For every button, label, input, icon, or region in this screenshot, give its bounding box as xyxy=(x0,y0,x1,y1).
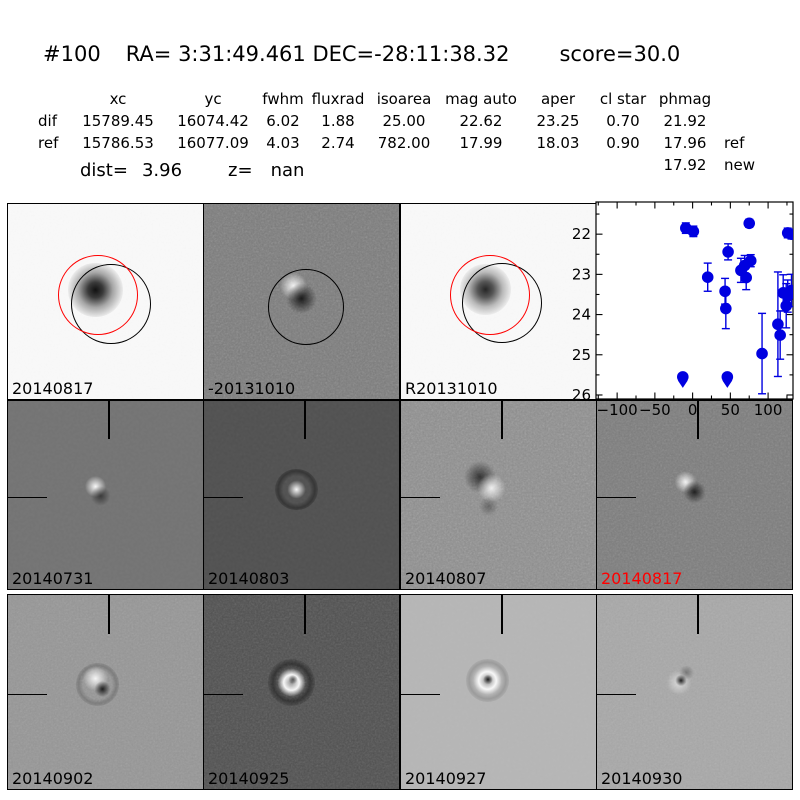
stamp-grid: 20140817 -20131010 R20131010 20140731 xyxy=(7,201,794,790)
stamp-new: 20140817 xyxy=(7,203,204,400)
aperture-circle-red xyxy=(57,254,138,335)
svg-text:26: 26 xyxy=(572,386,591,404)
svg-text:22: 22 xyxy=(572,225,591,243)
crosshair-top-icon xyxy=(108,595,110,634)
col-fwhm: fwhm xyxy=(262,90,304,108)
svg-text:25: 25 xyxy=(572,346,591,364)
stamp-20140731: 20140731 xyxy=(7,400,204,590)
stamp-20140930: 20140930 xyxy=(596,594,793,790)
stamp-date-label: 20140927 xyxy=(405,769,487,788)
crosshair-left-icon xyxy=(204,496,243,499)
dist-label: dist= xyxy=(80,160,128,181)
aperture-circle-black xyxy=(268,269,345,346)
stamp-reference: R20131010 xyxy=(400,203,597,400)
svg-text:50: 50 xyxy=(721,401,740,419)
stamp-date-label: 20140731 xyxy=(12,569,94,588)
dark-center-dot xyxy=(481,673,494,686)
table-row-ref: ref 15786.53 16077.09 4.03 2.74 782.00 1… xyxy=(38,134,745,152)
svg-text:100: 100 xyxy=(754,401,783,419)
dark-center-dot xyxy=(674,673,688,688)
stamp-subtraction: -20131010 xyxy=(203,203,400,400)
crosshair-left-icon xyxy=(597,496,636,499)
table-row-phmag-new: 17.92 new xyxy=(663,156,756,174)
crosshair-top-icon xyxy=(304,401,306,439)
stamp-date-label: 20140807 xyxy=(405,569,487,588)
svg-text:0: 0 xyxy=(688,401,698,419)
dark-tail xyxy=(477,496,501,516)
figure-title: #100 RA= 3:31:49.461 DEC=-28:11:38.32 sc… xyxy=(43,42,680,66)
stamp-date-label: 20140817 xyxy=(12,379,94,398)
ra-dec: RA= 3:31:49.461 DEC=-28:11:38.32 xyxy=(125,42,510,66)
svg-text:23: 23 xyxy=(572,265,591,283)
lightcurve-plot: −100 −50 0 50 100 22 23 24 25 26 xyxy=(572,201,794,419)
svg-text:24: 24 xyxy=(572,306,591,324)
col-phmag: phmag xyxy=(658,90,712,108)
crosshair-left-icon xyxy=(8,496,47,499)
stamp-20140803: 20140803 xyxy=(203,400,400,590)
stamp-date-label: 20140902 xyxy=(12,769,94,788)
noise-texture xyxy=(597,595,792,789)
col-mag-auto: mag auto xyxy=(445,90,517,108)
dist-z-line: dist= 3.96 z= nan xyxy=(80,160,304,181)
col-isoarea: isoarea xyxy=(376,90,432,108)
source-dark-spot xyxy=(93,680,112,698)
stamp-20140807: 20140807 xyxy=(400,400,597,590)
stamp-20140927: 20140927 xyxy=(400,594,597,790)
svg-text:−50: −50 xyxy=(639,401,671,419)
col-yc: yc xyxy=(204,90,222,108)
crosshair-top-icon xyxy=(304,595,306,634)
crosshair-left-icon xyxy=(401,693,440,696)
col-aper: aper xyxy=(540,90,576,108)
score: score=30.0 xyxy=(559,42,681,66)
source-dark-crescent xyxy=(87,485,114,507)
stamp-date-label: -20131010 xyxy=(208,379,296,398)
stamp-date-label: R20131010 xyxy=(405,379,498,398)
col-xc: xc xyxy=(109,90,127,108)
crosshair-top-icon xyxy=(697,595,699,634)
source-bright xyxy=(285,479,308,500)
stamp-20140925: 20140925 xyxy=(203,594,400,790)
crosshair-top-icon xyxy=(501,595,503,634)
crosshair-top-icon xyxy=(697,401,699,439)
crosshair-left-icon xyxy=(8,693,47,696)
dipole-dark xyxy=(681,479,708,505)
table-header-row: xc yc fwhm fluxrad isoarea mag auto aper… xyxy=(0,90,800,108)
stamp-20140817-diff: 20140817 xyxy=(596,400,793,590)
candidate-id: #100 xyxy=(43,42,101,66)
crosshair-left-icon xyxy=(204,693,243,696)
z-label: z= xyxy=(228,160,253,181)
dist-value: 3.96 xyxy=(141,160,183,181)
stamp-date-label: 20140803 xyxy=(208,569,290,588)
col-cl-star: cl star xyxy=(599,90,647,108)
noise-texture xyxy=(401,595,596,789)
svg-text:−100: −100 xyxy=(597,401,638,419)
crosshair-top-icon xyxy=(501,401,503,439)
stamp-20140902: 20140902 xyxy=(7,594,204,790)
z-value: nan xyxy=(270,160,305,181)
col-fluxrad: fluxrad xyxy=(311,90,365,108)
aperture-circle-red xyxy=(449,254,530,335)
table-row-dif: dif 15789.45 16074.42 6.02 1.88 25.00 22… xyxy=(38,112,707,130)
dark-center-dot xyxy=(287,674,298,685)
stamp-date-label: 20140930 xyxy=(601,769,683,788)
crosshair-left-icon xyxy=(597,693,636,696)
crosshair-left-icon xyxy=(401,496,440,499)
crosshair-top-icon xyxy=(108,401,110,439)
dipole-bright xyxy=(476,473,508,504)
stamp-date-label: 20140925 xyxy=(208,769,290,788)
stamp-date-label: 20140817 xyxy=(601,569,683,588)
